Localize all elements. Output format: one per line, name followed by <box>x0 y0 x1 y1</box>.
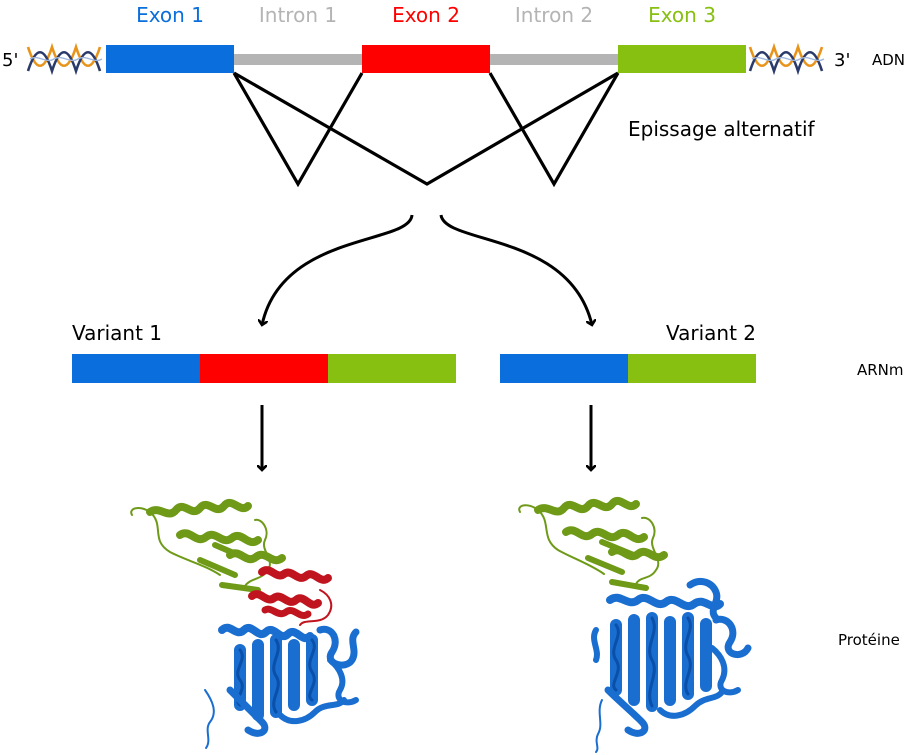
exon-2-segment <box>362 45 490 73</box>
protein-structure-variant-2 <box>518 496 752 753</box>
variant-2-mrna <box>500 354 756 383</box>
protein-2-domain-exon1 <box>591 578 752 753</box>
mrna-row: Variant 1 Variant 2 ARNm <box>72 321 904 383</box>
protein-1-domain-exon2 <box>248 566 333 626</box>
dna-helix-left-icon <box>26 42 103 76</box>
protein-2-domain-exon3 <box>518 496 668 591</box>
translation-arrows <box>262 405 591 470</box>
splice-arrows <box>262 214 592 325</box>
variant-1-exon-1 <box>72 354 200 383</box>
dna-helix-right-icon <box>748 42 825 76</box>
dna-row: 5' 3' ADN Exon 1 Intron 1 Exon 2 Intron … <box>2 3 905 76</box>
exon-1-segment <box>106 45 234 73</box>
variant-2-label: Variant 2 <box>666 321 756 345</box>
arrow-to-variant-2 <box>439 214 592 325</box>
protein-row-label: Protéine <box>838 631 900 649</box>
exon-3-segment <box>618 45 746 73</box>
exon-3-label: Exon 3 <box>648 3 716 27</box>
five-prime-label: 5' <box>2 50 18 71</box>
variant-1-label: Variant 1 <box>72 321 162 345</box>
intron-2-label: Intron 2 <box>515 3 593 27</box>
intron-2-segment <box>490 54 618 65</box>
variant-1-exon-3 <box>328 354 456 383</box>
variant-2-exon-1 <box>500 354 628 383</box>
protein-1-domain-exon1 <box>204 623 360 749</box>
exon-1-label: Exon 1 <box>136 3 204 27</box>
intron-1-label: Intron 1 <box>259 3 337 27</box>
protein-structure-variant-1 <box>130 498 360 749</box>
variant-1-exon-2 <box>200 354 328 383</box>
protein-1-domain-exon3 <box>130 498 286 593</box>
variant-2-exon-3 <box>628 354 756 383</box>
mrna-row-label: ARNm <box>857 361 904 379</box>
arrow-to-variant-1 <box>262 214 414 325</box>
splicing-label: Epissage alternatif <box>628 117 816 141</box>
three-prime-label: 3' <box>834 50 850 71</box>
splicing-lines <box>232 71 620 188</box>
dna-row-label: ADN <box>872 51 905 69</box>
splice-line-intron-1 <box>232 72 364 188</box>
splice-line-exon-skip <box>233 71 619 186</box>
splice-line-intron-2 <box>488 72 620 188</box>
intron-1-segment <box>234 54 362 65</box>
variant-1-mrna <box>72 354 456 383</box>
exon-2-label: Exon 2 <box>392 3 460 27</box>
